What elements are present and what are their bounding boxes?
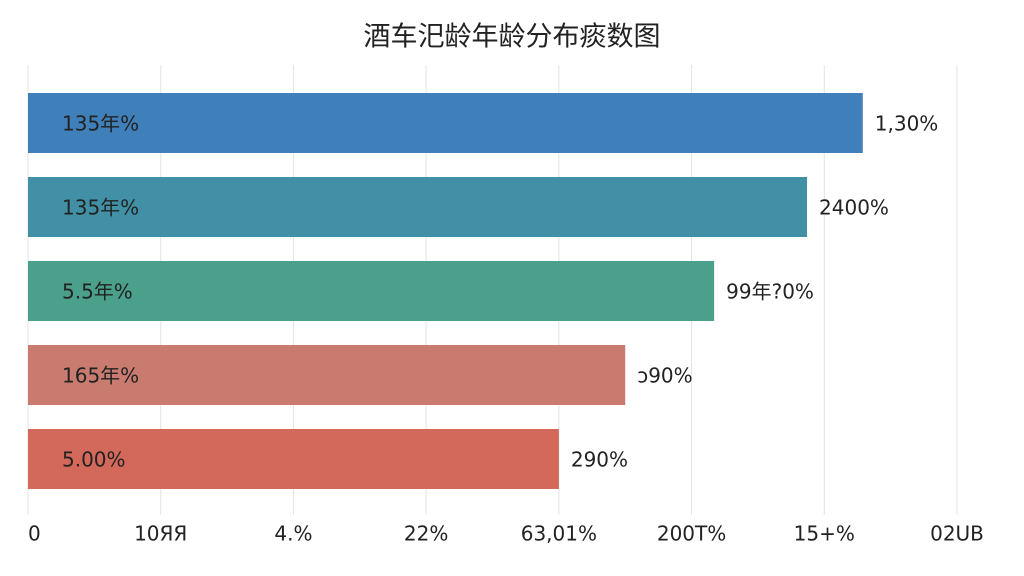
value-label: 99年?0% [726, 280, 814, 304]
category-label: 135年% [62, 196, 139, 220]
x-tick-label: 22% [404, 522, 448, 546]
bar [28, 261, 715, 321]
x-tick-label: 10ЯЯ [134, 522, 187, 546]
value-label: 1,30% [875, 112, 939, 136]
bar [28, 93, 863, 153]
x-tick-label: 15+% [794, 522, 855, 546]
category-label: 135年% [62, 112, 139, 136]
value-label: 290% [571, 448, 628, 472]
x-tick-label: 4.% [274, 522, 312, 546]
x-tick-label: 63,01% [521, 522, 597, 546]
bar [28, 429, 559, 489]
x-tick-label: 200T% [657, 522, 726, 546]
category-label: 5.00% [62, 448, 126, 472]
category-label: 5.5年% [62, 280, 133, 304]
value-label: ɔ90% [637, 364, 692, 388]
bar [28, 177, 808, 237]
category-label: 165年% [62, 364, 139, 388]
value-label: 2400% [819, 196, 889, 220]
bar [28, 345, 626, 405]
x-tick-label: 0 [28, 522, 41, 546]
x-tick-label: 02UB [930, 522, 984, 546]
chart-title: 酒车汜龄年龄分布痰数图 [364, 22, 661, 53]
